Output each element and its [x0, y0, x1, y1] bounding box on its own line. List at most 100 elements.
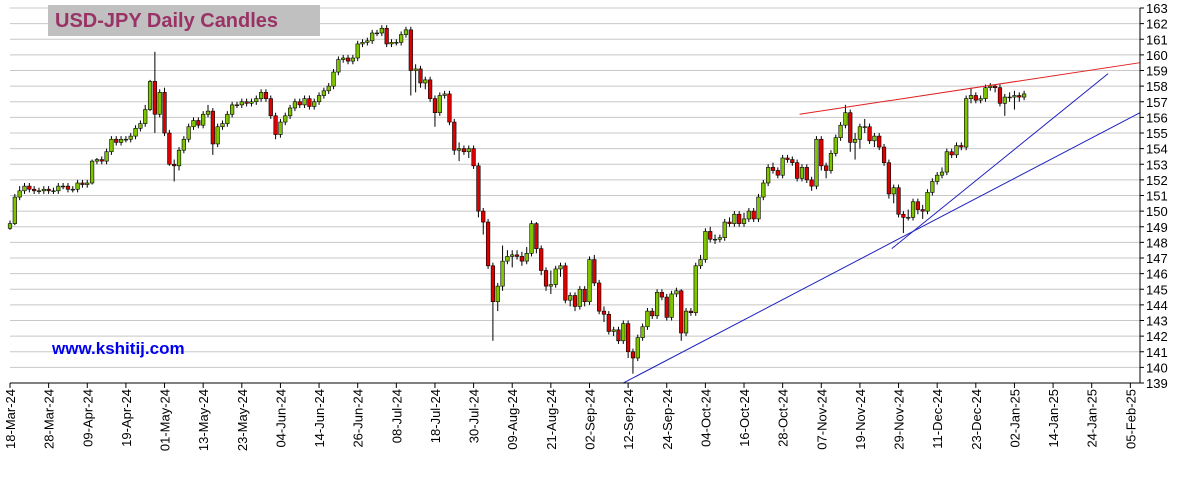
candle-body [910, 201, 916, 218]
candle-body [954, 145, 959, 156]
candle-body [857, 126, 863, 140]
candle-body [234, 104, 240, 106]
candle-body [355, 43, 360, 59]
candle-body [708, 231, 713, 240]
candle-body [514, 254, 520, 257]
candle-body [316, 95, 322, 103]
candle-body [403, 29, 409, 35]
candle-body [935, 174, 940, 182]
candle-body [862, 126, 867, 128]
candle-body [495, 285, 500, 303]
candle-body [374, 32, 380, 35]
candle-body [510, 254, 515, 257]
candle-body [239, 101, 244, 106]
candle-body [592, 259, 597, 284]
candle-body [717, 237, 722, 240]
x-tick-label: 08-Jul-24 [389, 389, 404, 443]
candle-body [751, 210, 756, 220]
candle-body [485, 221, 491, 267]
candle-body [843, 112, 848, 126]
candle-body [259, 92, 264, 99]
candle-body [162, 92, 167, 134]
y-tick-label: 143 [1146, 314, 1168, 329]
x-tick-label: 24-Jan-25 [1085, 389, 1100, 448]
candle-body [1007, 96, 1012, 99]
plot [7, 25, 1141, 384]
candle-body [886, 162, 891, 195]
candle-body [915, 201, 920, 210]
candle-body [539, 248, 544, 271]
y-tick-label: 151 [1146, 189, 1168, 204]
candle-body [437, 95, 442, 113]
y-tick-label: 145 [1146, 282, 1168, 297]
candle-body [939, 171, 945, 176]
candle-body [167, 132, 172, 165]
candle-body [143, 109, 148, 124]
y-tick-label: 160 [1146, 48, 1168, 63]
candle-body [152, 81, 157, 115]
candle-body [867, 126, 872, 142]
candle-body [679, 290, 684, 334]
candle-body [770, 167, 776, 171]
candle-body [1022, 93, 1027, 98]
candle-body [572, 295, 578, 307]
candle-body [804, 167, 809, 181]
x-tick-label: 11-Dec-24 [930, 389, 945, 449]
candle-body [848, 112, 853, 143]
candle-body [988, 85, 993, 88]
candle-body [1012, 95, 1017, 98]
candle-body [896, 187, 901, 215]
candle-body [529, 223, 534, 254]
y-tick-label: 150 [1146, 204, 1168, 219]
candle-body [94, 159, 100, 162]
candle-body [741, 218, 747, 224]
candle-body [36, 190, 42, 192]
candle-body [606, 313, 611, 332]
candle-body [389, 42, 394, 45]
candle-body [345, 57, 351, 62]
candle-body [70, 188, 75, 191]
candle-body [669, 293, 674, 318]
x-tick-label: 24-Sep-24 [660, 389, 675, 450]
candle-body [384, 28, 389, 45]
y-tick-label: 154 [1146, 142, 1168, 157]
candle-body [176, 149, 182, 167]
candle-body [997, 87, 1003, 104]
title-box [48, 5, 320, 36]
trend-line [891, 73, 1109, 250]
candle-body [780, 157, 785, 176]
candle-body [118, 138, 124, 143]
candle-body [413, 68, 418, 71]
x-tick-label: 18-Jul-24 [428, 389, 443, 443]
candle-body [172, 163, 177, 167]
candle-body [698, 259, 703, 267]
candle-body [795, 162, 800, 179]
candle-body [737, 213, 742, 224]
candle-body [109, 138, 114, 153]
candle-body [292, 101, 298, 109]
candle-body [17, 190, 22, 198]
candle-body [268, 98, 273, 117]
candle-body [61, 185, 66, 188]
candle-body [824, 165, 829, 171]
candle-body [201, 113, 206, 126]
candle-body [558, 265, 563, 270]
candle-body [452, 121, 457, 151]
x-tick-label: 04-Jun-24 [273, 389, 288, 448]
candle-body [51, 190, 56, 192]
y-tick-label: 155 [1146, 126, 1168, 141]
candle-body [287, 107, 293, 117]
candle-body [336, 59, 341, 73]
candle-body [80, 182, 85, 185]
candle-body [220, 123, 225, 128]
candle-body [1017, 95, 1022, 98]
x-tick-label: 28-Mar-24 [42, 389, 57, 449]
y-tick-label: 149 [1146, 220, 1168, 235]
x-tick-label: 18-Mar-24 [3, 389, 18, 449]
candle-body [877, 135, 882, 148]
candle-body [881, 146, 887, 163]
y-tick-label: 146 [1146, 267, 1168, 282]
candle-body [447, 93, 452, 123]
candle-body [901, 213, 906, 218]
